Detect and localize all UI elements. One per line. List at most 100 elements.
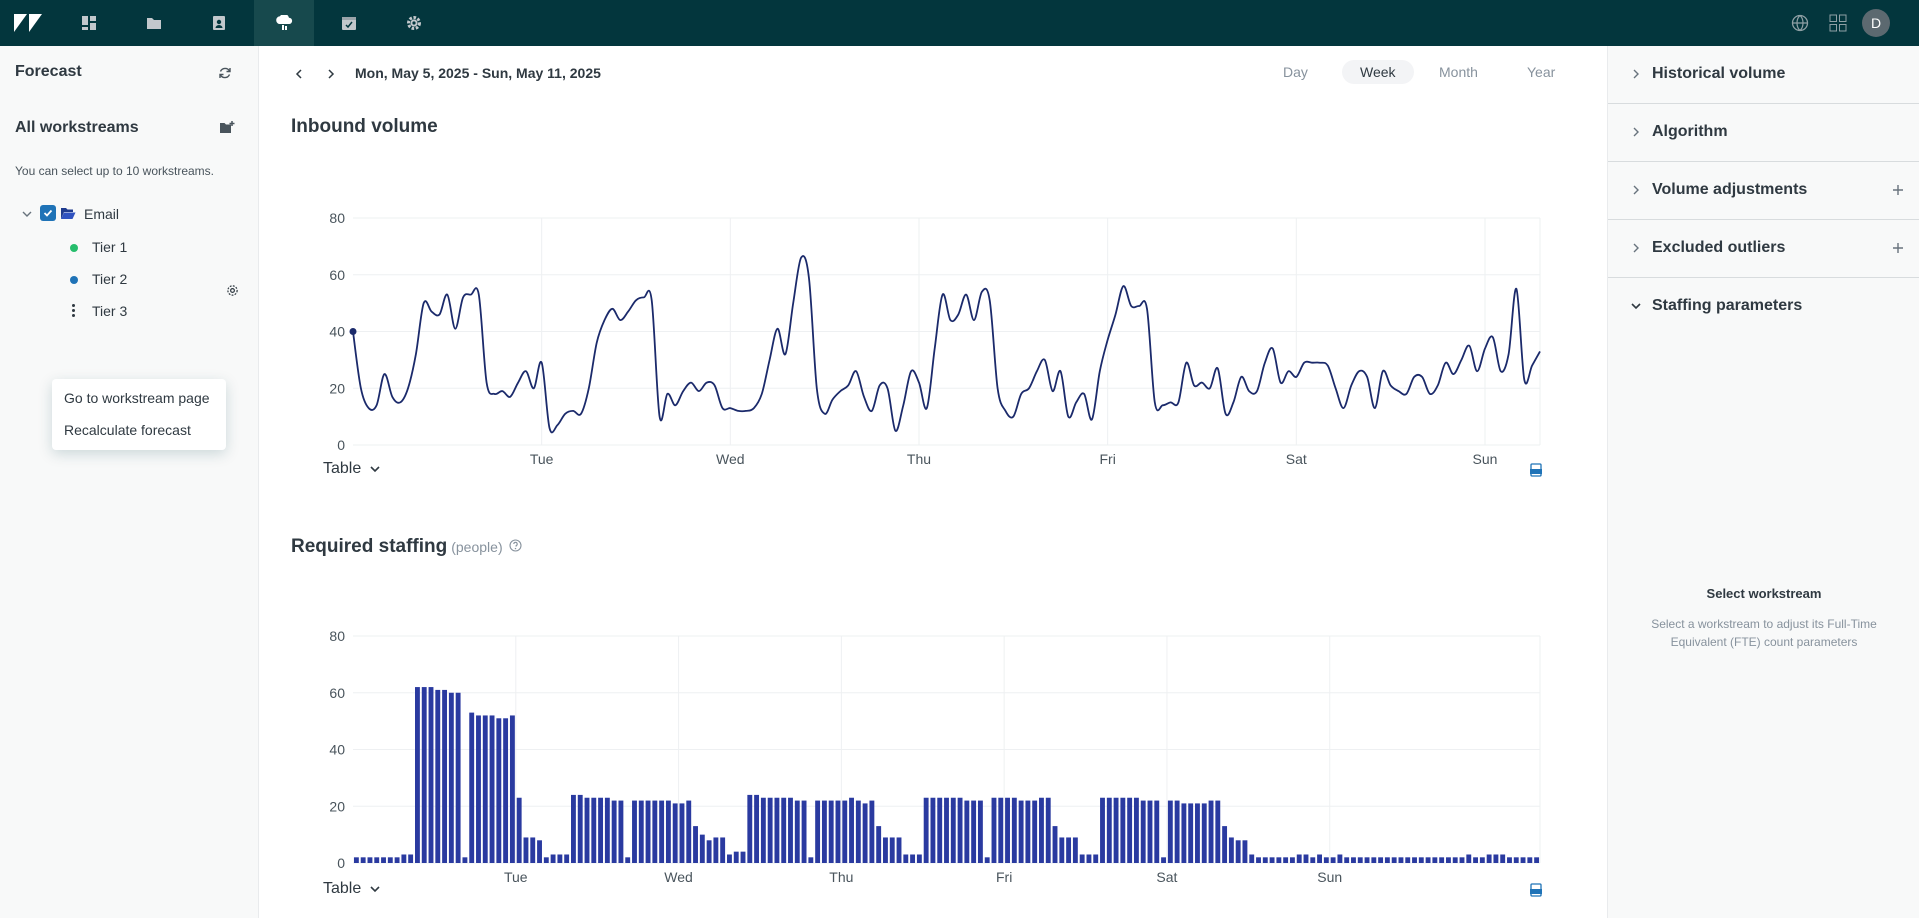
csv-download-icon[interactable] bbox=[1529, 883, 1543, 902]
avatar[interactable]: D bbox=[1862, 9, 1890, 37]
accordion-label: Algorithm bbox=[1652, 123, 1728, 140]
staffing-bar bbox=[693, 826, 698, 863]
x-tick-label: Fri bbox=[996, 869, 1012, 885]
globe-icon[interactable] bbox=[1777, 0, 1823, 46]
staffing-bar bbox=[876, 826, 882, 863]
staffing-bar bbox=[794, 800, 800, 863]
accordion-historical-volume[interactable]: Historical volume bbox=[1608, 46, 1919, 104]
settings-icon[interactable] bbox=[391, 0, 437, 46]
period-year[interactable]: Year bbox=[1527, 64, 1556, 80]
x-tick-label: Wed bbox=[716, 451, 745, 467]
dashboard-icon[interactable] bbox=[66, 0, 112, 46]
staffing-bar bbox=[1100, 797, 1105, 863]
chevron-left-icon[interactable] bbox=[293, 67, 305, 85]
staffing-bar bbox=[1527, 857, 1533, 863]
workstream-settings-icon[interactable] bbox=[226, 284, 239, 302]
chevron-down-icon[interactable] bbox=[21, 207, 33, 225]
period-week[interactable]: Week bbox=[1342, 60, 1414, 84]
staffing-bar bbox=[1161, 857, 1166, 863]
staffing-bar bbox=[598, 797, 604, 863]
staffing-bar bbox=[367, 857, 373, 863]
y-tick-label: 0 bbox=[337, 437, 345, 453]
staffing-bar bbox=[672, 803, 678, 863]
email-group-label[interactable]: Email bbox=[84, 206, 120, 222]
staffing-bar bbox=[849, 797, 854, 863]
add-folder-icon[interactable] bbox=[219, 121, 235, 140]
staffing-bar bbox=[1520, 857, 1526, 863]
staffing-bar bbox=[381, 857, 386, 863]
selection-hint: You can select up to 10 workstreams. bbox=[15, 164, 214, 178]
more-options-icon[interactable] bbox=[72, 304, 76, 318]
staffing-bar bbox=[1140, 800, 1146, 863]
staffing-bar bbox=[815, 800, 821, 863]
staffing-bar bbox=[509, 715, 515, 863]
folder-icon[interactable] bbox=[131, 0, 177, 46]
staffing-bar bbox=[896, 837, 902, 863]
y-tick-label: 40 bbox=[329, 742, 345, 758]
chevron-right-icon bbox=[1633, 185, 1639, 195]
apps-grid-icon[interactable] bbox=[1815, 0, 1861, 46]
period-day[interactable]: Day bbox=[1283, 64, 1308, 80]
chevron-down-icon bbox=[370, 886, 380, 893]
accordion-staffing-parameters[interactable]: Staffing parameters bbox=[1608, 278, 1919, 336]
staffing-bar bbox=[564, 854, 570, 863]
csv-download-icon[interactable] bbox=[1529, 463, 1543, 482]
email-group-checkbox[interactable] bbox=[40, 205, 56, 221]
staffing-bar bbox=[387, 857, 393, 863]
staffing-bar bbox=[991, 797, 997, 863]
staffing-bar bbox=[686, 800, 692, 863]
staffing-bar bbox=[571, 794, 576, 863]
staffing-bar bbox=[537, 840, 542, 863]
staffing-bar bbox=[1181, 803, 1187, 863]
staffing-bar bbox=[1384, 857, 1390, 863]
accordion-volume-adjustments[interactable]: Volume adjustments bbox=[1608, 162, 1919, 220]
period-month[interactable]: Month bbox=[1439, 64, 1478, 80]
contacts-icon[interactable] bbox=[196, 0, 242, 46]
status-dot bbox=[70, 244, 78, 252]
staffing-bar bbox=[421, 687, 427, 863]
plus-icon[interactable] bbox=[1892, 184, 1904, 196]
plus-icon[interactable] bbox=[1892, 242, 1904, 254]
workstream-label: Tier 3 bbox=[92, 303, 128, 319]
staffing-bar bbox=[1228, 837, 1234, 863]
date-range-label: Mon, May 5, 2025 - Sun, May 11, 2025 bbox=[355, 65, 601, 81]
staffing-bar bbox=[1120, 797, 1126, 863]
data-point-marker bbox=[349, 328, 357, 335]
chevron-right-icon[interactable] bbox=[325, 67, 337, 85]
menu-item-recalculate-forecast[interactable]: Recalculate forecast bbox=[64, 422, 191, 438]
accordion-label: Excluded outliers bbox=[1652, 239, 1786, 256]
zendesk-logo-icon[interactable] bbox=[5, 0, 51, 46]
staffing-bar bbox=[910, 854, 916, 863]
help-icon[interactable] bbox=[509, 536, 522, 558]
x-tick-label: Sat bbox=[1286, 451, 1307, 467]
required-staffing-chart: 0 20 40 60 80 Tue Wed Thu Fri Sat Sun bbox=[329, 628, 1541, 885]
staffing-bar bbox=[1303, 854, 1309, 863]
staffing-bar bbox=[774, 797, 780, 863]
y-tick-label: 20 bbox=[329, 798, 345, 814]
staffing-bar bbox=[1296, 854, 1302, 863]
menu-item-go-to-workstream[interactable]: Go to workstream page bbox=[64, 390, 210, 406]
inbound-table-toggle[interactable]: Table bbox=[323, 460, 381, 478]
staffing-bar bbox=[1507, 857, 1512, 863]
staffing-bar bbox=[1371, 857, 1377, 863]
accordion-excluded-outliers[interactable]: Excluded outliers bbox=[1608, 220, 1919, 278]
staffing-bar bbox=[665, 800, 671, 863]
staffing-bar bbox=[1086, 854, 1092, 863]
refresh-icon[interactable] bbox=[218, 66, 232, 85]
x-tick-label: Tue bbox=[504, 869, 528, 885]
accordion-algorithm[interactable]: Algorithm bbox=[1608, 104, 1919, 162]
staffing-bar bbox=[727, 854, 732, 863]
x-tick-label: Sun bbox=[1317, 869, 1342, 885]
staffing-bar bbox=[1493, 854, 1499, 863]
staffing-bar bbox=[821, 800, 827, 863]
staffing-table-toggle[interactable]: Table bbox=[323, 880, 381, 898]
all-workstreams-heading: All workstreams bbox=[15, 119, 139, 136]
staffing-bar bbox=[360, 857, 366, 863]
schedule-icon[interactable] bbox=[326, 0, 372, 46]
staffing-bar bbox=[801, 800, 807, 863]
staffing-bar bbox=[1052, 826, 1058, 863]
staffing-bar bbox=[835, 800, 841, 863]
forecast-icon[interactable] bbox=[254, 0, 314, 46]
sidebar-title: Forecast bbox=[15, 63, 82, 80]
staffing-bar bbox=[591, 797, 597, 863]
